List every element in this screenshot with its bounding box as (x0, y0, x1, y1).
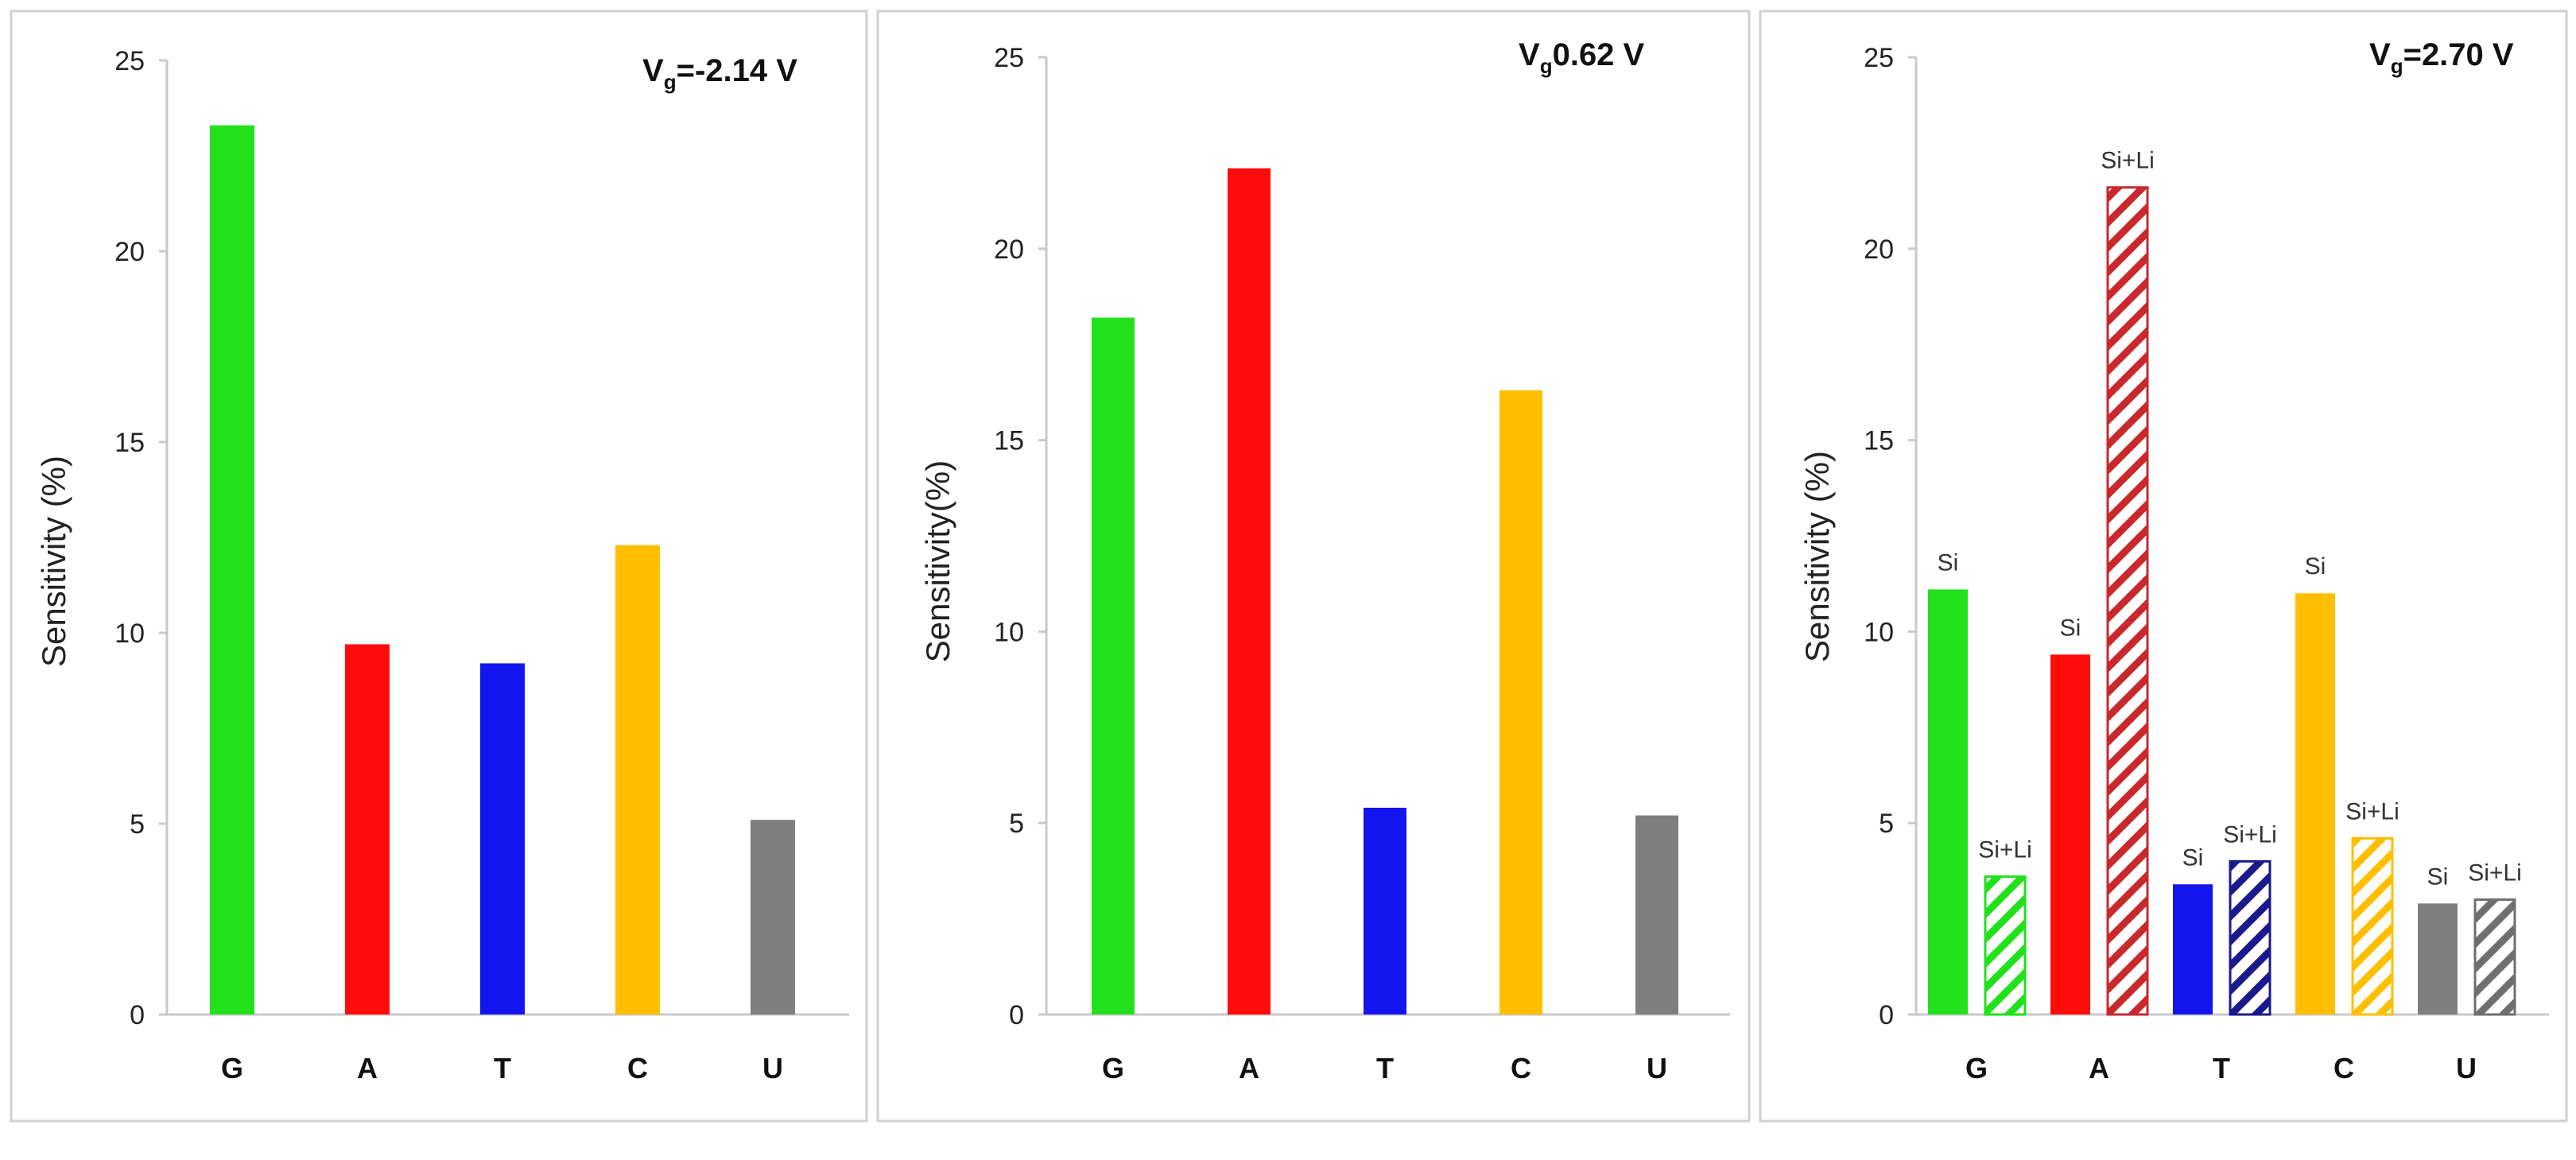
y-tick-label: 20 (994, 235, 1024, 265)
x-tick-label: G (1965, 1052, 1988, 1084)
x-tick-label: U (1647, 1052, 1667, 1084)
panel-2-y-axis-label: Sensitivity(%) (919, 460, 956, 662)
x-tick-label: C (1511, 1052, 1531, 1084)
panel-1-frame (10, 10, 868, 1123)
y-tick-label: 15 (994, 426, 1024, 456)
y-tick-label: 10 (994, 617, 1024, 647)
y-tick-label: 15 (1864, 426, 1894, 456)
x-tick-label: U (762, 1052, 783, 1084)
x-tick-label: G (1102, 1052, 1124, 1084)
panel-3-y-axis-label: Sensitivity (%) (1798, 451, 1836, 662)
bar-g (210, 125, 254, 1015)
panel-3-title: Vg=2.70 V (2369, 37, 2514, 78)
chart-panel-3: Vg=2.70 V Sensitivity (%) 0 5 10 15 20 25 Si Si… (1759, 10, 2568, 1123)
y-tick-label: 15 (114, 428, 145, 458)
bar-c (1499, 390, 1542, 1015)
y-tick-label: 10 (1864, 617, 1894, 647)
bar-a-si (2050, 654, 2090, 1015)
x-tick-label: C (627, 1052, 648, 1084)
bar-t-si-li (2229, 859, 2271, 1016)
bar-data-label: Si (1938, 549, 1959, 576)
x-tick-label: A (1239, 1052, 1259, 1084)
bar-data-label: Si+Li (2223, 821, 2277, 848)
bar-g-si (1928, 589, 1968, 1015)
y-tick-label: 5 (1879, 809, 1894, 839)
y-tick-label: 5 (130, 809, 145, 840)
bar-a (1228, 168, 1271, 1015)
bar-data-label: Si (2060, 615, 2081, 641)
x-tick-label: T (1376, 1052, 1394, 1084)
bar-t (1364, 807, 1406, 1015)
bar-c (615, 545, 660, 1015)
y-tick-label: 0 (130, 1000, 145, 1030)
y-tick-label: 20 (114, 237, 145, 267)
y-tick-label: 25 (1864, 43, 1894, 73)
x-tick-label: G (221, 1052, 243, 1084)
bar-a (345, 644, 390, 1015)
bar-g-si-li (1984, 875, 2027, 1016)
x-tick-label: U (2456, 1052, 2477, 1084)
y-tick-label: 25 (114, 46, 145, 76)
chart-panel-1: Vg=-2.14 V Sensitivity (%) 0 5 10 15 20 25 G A T… (10, 10, 868, 1123)
bar-t-si (2173, 884, 2213, 1015)
bar-data-label: Si (2182, 844, 2204, 871)
x-tick-label: T (494, 1052, 511, 1084)
y-tick-label: 25 (994, 43, 1024, 73)
panel-2-title: Vg0.62 V (1519, 37, 1645, 78)
bar-data-label: Si+Li (2101, 148, 2155, 174)
bar-data-label: Si+Li (2345, 798, 2399, 824)
y-tick-label: 0 (1879, 1000, 1894, 1030)
y-tick-label: 10 (114, 619, 145, 649)
y-tick-label: 0 (1009, 1000, 1024, 1030)
bar-u-si-li (2473, 898, 2516, 1016)
bar-data-label: Si (2427, 863, 2449, 890)
panel-1-y-axis-label: Sensitivity (%) (35, 456, 72, 667)
bar-u-si (2418, 903, 2458, 1015)
chart-panel-2: Vg0.62 V Sensitivity(%) 0 5 10 15 20 25 G A T C U (876, 10, 1751, 1123)
bar-c-si (2295, 593, 2335, 1015)
bar-data-label: Si (2305, 553, 2326, 580)
bar-u (751, 820, 795, 1015)
bar-data-label: Si+Li (1978, 837, 2032, 863)
bar-data-label: Si+Li (2468, 860, 2522, 886)
x-tick-label: C (2334, 1052, 2354, 1084)
x-tick-label: A (357, 1052, 378, 1084)
panel-2-frame (876, 10, 1751, 1123)
bar-a-si-li (2106, 186, 2149, 1016)
y-tick-label: 20 (1864, 235, 1894, 265)
bar-c-si-li (2351, 836, 2394, 1016)
bar-g (1092, 317, 1135, 1015)
bar-t (480, 663, 525, 1015)
x-tick-label: T (2213, 1052, 2230, 1084)
bar-u (1635, 815, 1678, 1015)
panel-1-title: Vg=-2.14 V (642, 53, 797, 94)
y-tick-label: 5 (1009, 809, 1024, 839)
x-tick-label: A (2089, 1052, 2109, 1084)
